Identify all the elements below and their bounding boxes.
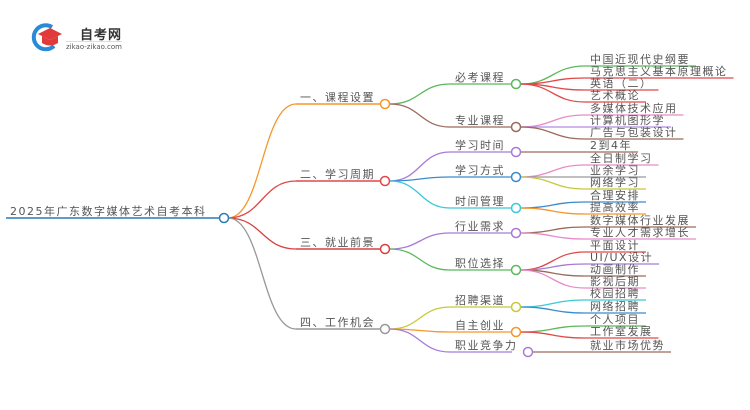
branch-connector	[519, 299, 586, 308]
logo-mark-icon	[31, 23, 62, 52]
level2-node-label[interactable]: 招聘渠道	[455, 293, 505, 307]
level2-node-label[interactable]: 职位选择	[455, 256, 505, 270]
node-collapse-toggle[interactable]	[510, 202, 522, 214]
logo-title: 自考网	[80, 28, 123, 43]
leaf-node-label[interactable]: 网络招聘	[590, 299, 640, 313]
nodes: 2025年广东数字媒体艺术自考本科 一、课程设置 必考课程 中国近现代史纲要马克思主义…	[10, 53, 728, 358]
branch-connector	[227, 217, 297, 330]
leaf-node-label[interactable]: 数字媒体行业发展	[590, 213, 690, 227]
level2-node-label[interactable]: 行业需求	[455, 220, 505, 233]
leaf-node-label[interactable]: 动画制作	[590, 263, 640, 276]
node-collapse-toggle[interactable]	[522, 346, 534, 358]
leaf-node-label[interactable]: 2到4年	[590, 138, 632, 152]
node-collapse-toggle[interactable]	[379, 175, 391, 187]
branch-connector	[227, 103, 297, 219]
node-collapse-toggle[interactable]	[510, 301, 522, 313]
node-collapse-toggle[interactable]	[510, 227, 522, 239]
node-collapse-toggle[interactable]	[379, 323, 391, 335]
branch-connector	[389, 176, 451, 182]
node-collapse-toggle[interactable]	[510, 326, 522, 338]
root-node-label[interactable]: 2025年广东数字媒体艺术自考本科	[10, 204, 207, 218]
node-collapse-toggle[interactable]	[510, 264, 522, 276]
branch-connector	[389, 103, 451, 128]
level2-node-label[interactable]: 学习方式	[455, 163, 505, 177]
leaf-node-label[interactable]: 全日制学习	[590, 151, 653, 165]
branch-connector	[519, 201, 586, 209]
leaf-node-label[interactable]: 校园招聘	[590, 286, 640, 300]
level2-node-label[interactable]: 学习时间	[455, 138, 505, 152]
leaf-node-label[interactable]: UI/UX设计	[590, 251, 653, 264]
branch-connector	[519, 269, 586, 289]
level2-node-label[interactable]: 时间管理	[455, 194, 505, 208]
node-collapse-toggle[interactable]	[379, 243, 391, 255]
branch-connector	[519, 126, 586, 140]
leaf-node-label[interactable]: 影视后期	[590, 274, 640, 288]
leaf-node-label[interactable]: 艺术概论	[590, 88, 640, 102]
level2-node-label[interactable]: 专业课程	[455, 113, 505, 127]
branch-connector	[519, 232, 586, 240]
leaf-node-label[interactable]: 个人项目	[590, 313, 640, 326]
branch-connector	[519, 325, 586, 333]
leaf-node-label[interactable]: 计算机图形学	[590, 113, 665, 127]
leaf-node-label[interactable]: 马克思主义基本原理概论	[590, 64, 728, 78]
logo-url: zikao-zikao.com	[66, 41, 122, 51]
branch-connector	[519, 263, 586, 271]
branch-connector	[389, 83, 451, 105]
level1-node-label[interactable]: 二、学习周期	[300, 167, 375, 181]
node-collapse-toggle[interactable]	[510, 121, 522, 133]
leaf-node-label[interactable]: 专业人才需求增长	[590, 225, 690, 239]
branch-connector	[389, 180, 451, 209]
leaf-node-label[interactable]: 合理安排	[590, 188, 640, 202]
node-collapse-toggle[interactable]	[510, 78, 522, 90]
branch-connector	[519, 114, 586, 128]
level2-node-label[interactable]: 必考课程	[455, 71, 505, 84]
leaf-node-label[interactable]: 工作室发展	[590, 324, 653, 338]
leaf-node-label[interactable]: 提高效率	[590, 200, 640, 214]
logo: 自考网 zikao-zikao.com	[30, 22, 140, 52]
branch-connector	[519, 83, 586, 103]
node-collapse-toggle[interactable]	[379, 98, 391, 110]
leaf-node-label[interactable]: 网络学习	[590, 175, 640, 189]
leaf-node-label[interactable]: 业余学习	[590, 163, 640, 177]
node-collapse-toggle[interactable]	[510, 146, 522, 158]
connectors	[6, 65, 734, 353]
branch-connector	[519, 176, 586, 190]
branch-connector	[389, 151, 451, 182]
branch-connector	[389, 328, 451, 353]
branch-connector	[519, 331, 586, 339]
level2-node-label[interactable]: 职业竞争力	[455, 338, 518, 352]
branch-connector	[389, 248, 451, 271]
node-collapse-toggle[interactable]	[510, 171, 522, 183]
branch-connector	[519, 164, 586, 178]
branch-connector	[227, 217, 297, 250]
leaf-node-label[interactable]: 英语（二）	[590, 76, 653, 90]
leaf-node-label[interactable]: 中国近现代史纲要	[590, 53, 690, 66]
branch-connector	[519, 226, 586, 234]
leaf-node-label[interactable]: 广告与包装设计	[590, 126, 678, 139]
leaf-node-label[interactable]: 就业市场优势	[590, 338, 665, 352]
level1-node-label[interactable]: 三、就业前景	[300, 235, 375, 249]
level1-node-label[interactable]: 四、工作机会	[300, 315, 375, 329]
level1-node-label[interactable]: 一、课程设置	[300, 91, 375, 104]
level2-node-label[interactable]: 自主创业	[455, 319, 505, 332]
branch-connector	[519, 207, 586, 215]
branch-connector	[389, 306, 451, 330]
branch-connector	[227, 180, 297, 219]
branch-connector	[389, 232, 451, 250]
node-collapse-toggle[interactable]	[218, 212, 230, 224]
branch-connector	[519, 77, 586, 85]
leaf-node-label[interactable]: 平面设计	[590, 239, 640, 252]
leaf-node-label[interactable]: 多媒体技术应用	[590, 101, 678, 115]
branch-connector	[519, 306, 586, 314]
